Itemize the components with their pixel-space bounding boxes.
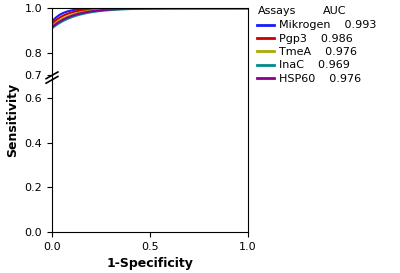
Legend: Mikrogen    0.993, Pgp3    0.986, TmeA    0.976, InaC    0.969, HSP60    0.976: Mikrogen 0.993, Pgp3 0.986, TmeA 0.976, … xyxy=(258,20,376,84)
Text: AUC: AUC xyxy=(322,6,346,16)
X-axis label: 1-Specificity: 1-Specificity xyxy=(106,257,194,270)
Text: Assays: Assays xyxy=(258,6,296,16)
Y-axis label: Sensitivity: Sensitivity xyxy=(6,83,19,157)
